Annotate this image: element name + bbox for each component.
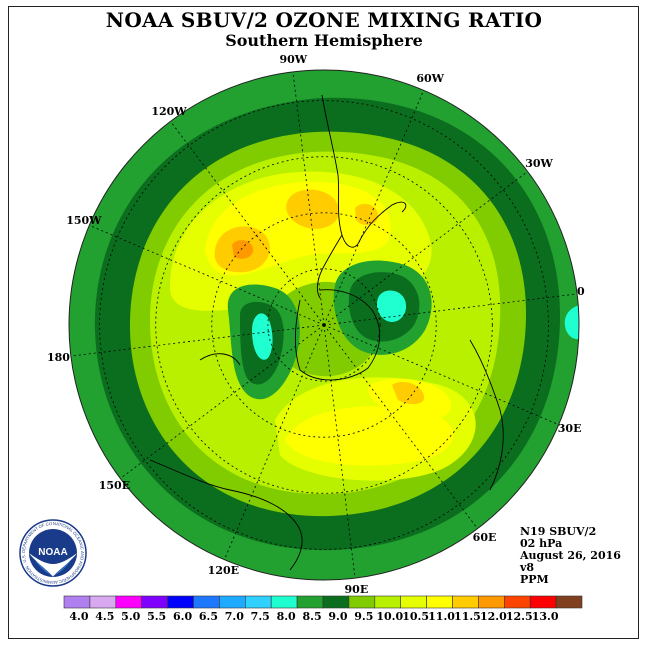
colorbar-swatch <box>322 595 350 609</box>
latitude-circle <box>155 156 493 494</box>
colorbar-swatch <box>89 595 117 609</box>
colorbar-swatch <box>63 595 91 609</box>
longitude-label: 150W <box>66 213 102 227</box>
band-12 <box>232 240 254 259</box>
colorbar-tick-label: 6.0 <box>172 610 193 623</box>
new-zealand <box>199 353 241 366</box>
map-subtitle: Southern Hemisphere <box>225 31 423 50</box>
colorbar-tick-label: 5.0 <box>121 610 141 623</box>
australia-coast <box>149 459 303 571</box>
map-boundary <box>68 69 580 581</box>
longitude-label: 30E <box>557 422 582 436</box>
colorbar-swatch <box>348 595 376 609</box>
longitude-label: 0 <box>577 285 585 299</box>
band-11-5-b <box>286 189 340 229</box>
edge-core <box>564 305 579 340</box>
colorbar-tick-label: 6.5 <box>198 610 219 623</box>
colorbar-tick-label: 7.5 <box>250 610 270 623</box>
coastlines <box>149 94 504 571</box>
south-america-coast <box>321 94 407 248</box>
colorbar <box>63 595 583 609</box>
noaa-logo-text: NOAA <box>38 547 67 558</box>
colorbar-tick-label: 7.0 <box>224 610 244 623</box>
colorbar-swatch <box>374 595 401 609</box>
ozone-field <box>69 70 579 580</box>
colorbar-swatch <box>478 595 505 609</box>
colorbar-tick-label: 10.5 <box>402 610 430 623</box>
band-11-5-d <box>392 382 425 405</box>
colorbar-swatch <box>270 595 298 609</box>
colorbar-tick-label: 10.0 <box>376 610 404 623</box>
colorbar-swatch <box>193 595 220 609</box>
pressure-level: 02 hPa <box>520 537 563 550</box>
colorbar-swatch <box>529 595 557 609</box>
colorbar-tick-label: 8.5 <box>302 610 322 623</box>
longitude-label: 90E <box>344 583 369 596</box>
colorbar-tick-label: 9.0 <box>328 610 348 623</box>
colorbar-tick-label: 9.5 <box>354 610 374 623</box>
colorbar-swatch <box>400 595 427 609</box>
graticule <box>70 71 578 579</box>
longitude-label: 90W <box>279 52 308 66</box>
africa-coast <box>469 339 504 491</box>
colorbar-swatch <box>245 595 272 609</box>
longitude-label: 180 <box>46 350 70 364</box>
antarctica-coast <box>294 289 381 381</box>
colorbar-tick-label: 8.0 <box>276 610 296 623</box>
satellite-label: N19 SBUV/2 <box>520 525 597 538</box>
units-label: PPM <box>520 573 549 586</box>
colorbar-swatch <box>219 595 246 609</box>
figure-frame <box>8 6 639 639</box>
colorbar-swatch <box>296 595 324 609</box>
low-west-core <box>252 313 273 360</box>
band-11-5-c <box>355 203 378 225</box>
colorbar-tick-label: 5.5 <box>147 610 167 623</box>
colorbar-tick-label: 4.0 <box>69 610 89 623</box>
colorbar-tick-label: 11.0 <box>428 610 455 623</box>
latitude-circle <box>211 212 437 438</box>
colorbar-tick-label: 4.5 <box>95 610 115 623</box>
colorbar-tick-label: 11.5 <box>454 610 481 623</box>
colorbar-tick-label: 12.0 <box>479 610 507 623</box>
colorbar-tick-label: 12.5 <box>505 610 533 623</box>
map-title: NOAA SBUV/2 OZONE MIXING RATIO <box>105 8 543 32</box>
colorbar-tick-label: 13.0 <box>531 610 559 623</box>
longitude-label: 60W <box>416 72 444 86</box>
colorbar-swatch <box>426 595 453 609</box>
version-label: v8 <box>520 561 535 574</box>
longitude-label: 150E <box>98 478 131 492</box>
date-label: August 26, 2016 <box>520 549 621 562</box>
colorbar-swatch <box>167 595 194 609</box>
latitude-circle <box>99 100 549 550</box>
band-11-south <box>285 406 454 466</box>
noaa-logo: NOAA NATIONAL OCEANIC AND ATMOSPHERIC AD… <box>18 518 87 587</box>
latitude-circle <box>267 268 381 382</box>
colorbar-swatch <box>555 595 583 609</box>
longitude-label: 60E <box>472 531 497 545</box>
colorbar-swatch <box>503 595 531 609</box>
colorbar-swatch <box>452 595 479 609</box>
longitude-label: 120E <box>207 563 240 577</box>
longitude-label: 30W <box>525 157 553 171</box>
longitude-label: 120W <box>151 104 187 118</box>
low-east-core <box>376 290 407 322</box>
antarctic-peninsula <box>316 234 343 299</box>
colorbar-swatch <box>115 595 143 609</box>
colorbar-swatch <box>141 595 168 609</box>
